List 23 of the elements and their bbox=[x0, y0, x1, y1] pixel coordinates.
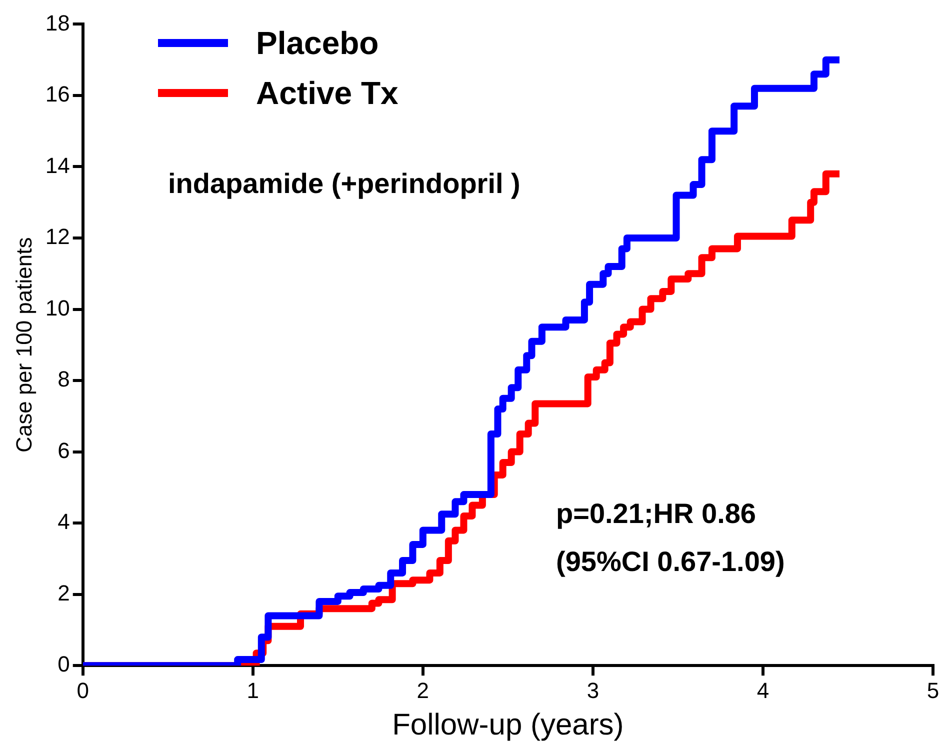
y-tick-label: 6 bbox=[58, 438, 70, 463]
legend-label: Active Tx bbox=[256, 74, 398, 112]
y-axis-title: Case per 100 patients bbox=[11, 237, 36, 453]
x-tick-label: 0 bbox=[76, 678, 89, 703]
x-axis-title: Follow-up (years) bbox=[392, 708, 624, 742]
annotation: p=0.21;HR 0.86 bbox=[556, 498, 756, 530]
legend-label: Placebo bbox=[256, 24, 379, 62]
y-tick-label: 14 bbox=[45, 152, 70, 178]
y-tick-label: 0 bbox=[58, 652, 70, 677]
annotation: indapamide (+perindopril ) bbox=[168, 168, 520, 200]
x-tick-label: 4 bbox=[756, 678, 770, 703]
x-tick-label: 3 bbox=[586, 678, 600, 703]
y-tick-label: 18 bbox=[45, 10, 70, 36]
x-tick-label: 2 bbox=[416, 678, 430, 703]
y-tick-label: 16 bbox=[45, 82, 70, 107]
y-tick-label: 2 bbox=[58, 580, 70, 606]
y-tick-label: 8 bbox=[58, 366, 70, 392]
x-tick-label: 1 bbox=[246, 678, 260, 703]
y-tick-label: 10 bbox=[45, 295, 70, 320]
y-tick-label: 4 bbox=[58, 509, 70, 534]
annotation: (95%CI 0.67-1.09) bbox=[556, 546, 785, 578]
x-tick-label: 5 bbox=[926, 678, 940, 703]
y-tick-label: 12 bbox=[45, 224, 70, 250]
